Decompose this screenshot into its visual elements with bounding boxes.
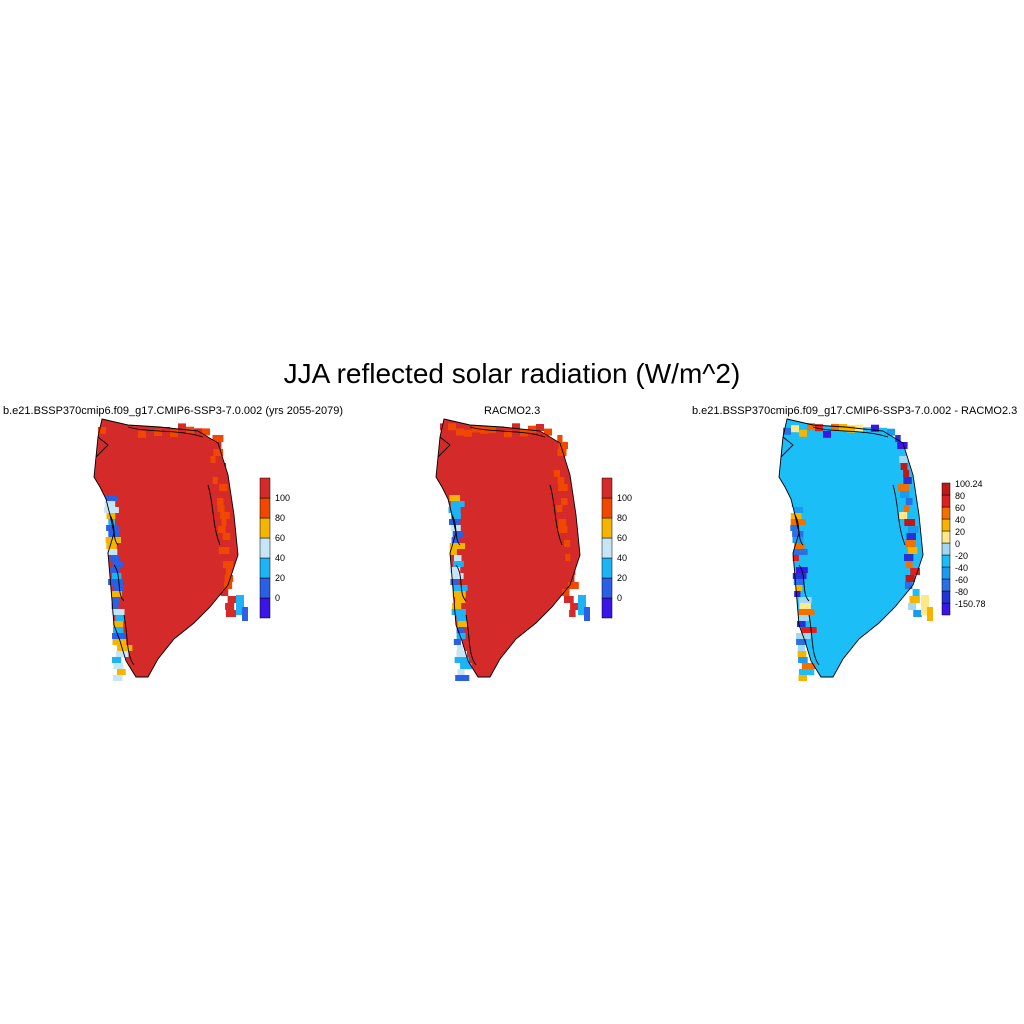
colorbar-tick-label: 100.24 xyxy=(955,479,983,489)
east-island-cells xyxy=(236,595,248,621)
panel-3-title: b.e21.BSSP370cmip6.f09_g17.CMIP6-SSP3-7.… xyxy=(692,405,1018,417)
panel-3-colorbar: 100.24 80 60 40 20 0 -20 -40 -60 -80 -150.78 xyxy=(941,479,986,616)
colorbar-box xyxy=(941,578,951,592)
colorbar-box xyxy=(941,518,951,532)
colorbar-tick-label: 60 xyxy=(275,533,285,543)
colorbar-tick-label: 40 xyxy=(955,515,965,525)
colorbar-tick-label: 60 xyxy=(617,533,627,543)
coastal-margin-cells xyxy=(98,423,237,681)
colorbar-box xyxy=(941,566,951,580)
colorbar-box xyxy=(941,494,951,508)
colorbar-box xyxy=(941,602,951,616)
ice-sheet-field xyxy=(94,419,238,677)
colorbar-box xyxy=(941,506,951,520)
colorbar-tick-label: 20 xyxy=(955,527,965,537)
colorbar-tick-label: 40 xyxy=(275,553,285,563)
coastline xyxy=(93,418,239,678)
colorbar-box xyxy=(259,537,271,559)
colorbar-tick-label: 80 xyxy=(275,513,285,523)
east-island-cells xyxy=(578,595,590,621)
colorbar-box xyxy=(941,590,951,604)
colorbar-tick-label: 0 xyxy=(275,593,280,603)
coastline xyxy=(778,418,924,678)
colorbar-tick-label: -20 xyxy=(955,551,968,561)
colorbar-box xyxy=(601,537,613,559)
panel-2-title: RACMO2.3 xyxy=(484,405,541,417)
coastline xyxy=(435,418,581,678)
colorbar-box xyxy=(259,577,271,599)
colorbar-box xyxy=(941,554,951,568)
colorbar-box xyxy=(259,557,271,579)
coastal-margin-cells xyxy=(440,423,579,681)
panel-3-map xyxy=(778,418,933,681)
colorbar-box xyxy=(941,542,951,556)
colorbar-box xyxy=(941,482,951,496)
colorbar-tick-label: 80 xyxy=(617,513,627,523)
figure-title: JJA reflected solar radiation (W/m^2) xyxy=(283,358,741,389)
colorbar-tick-label: 100 xyxy=(617,493,632,503)
panel-2-map xyxy=(435,418,590,681)
colorbar-box xyxy=(259,497,271,519)
colorbar-tick-label: 80 xyxy=(955,491,965,501)
panel-1-title: b.e21.BSSP370cmip6.f09_g17.CMIP6-SSP3-7.… xyxy=(3,405,343,417)
colorbar-tick-label: 100 xyxy=(275,493,290,503)
colorbar-box xyxy=(601,597,613,619)
colorbar-box xyxy=(259,477,271,499)
panel-2-colorbar: 0 20 40 60 80 100 xyxy=(601,477,632,619)
colorbar-box xyxy=(601,497,613,519)
colorbar-tick-label: 20 xyxy=(617,573,627,583)
colorbar-tick-label: -60 xyxy=(955,575,968,585)
colorbar-box xyxy=(259,597,271,619)
colorbar-box xyxy=(601,477,613,499)
east-island-cells xyxy=(921,595,933,621)
colorbar-tick-label: 0 xyxy=(617,593,622,603)
panel-1-colorbar: 0 20 40 60 80 100 xyxy=(259,477,290,619)
ice-sheet-field xyxy=(436,419,580,677)
panel-1-map xyxy=(93,418,248,681)
colorbar-tick-label: 60 xyxy=(955,503,965,513)
colorbar-tick-label: -150.78 xyxy=(955,599,986,609)
colorbar-box xyxy=(601,517,613,539)
colorbar-tick-label: 0 xyxy=(955,539,960,549)
colorbar-box xyxy=(259,517,271,539)
colorbar-tick-label: -80 xyxy=(955,587,968,597)
ice-sheet-field xyxy=(779,419,923,677)
colorbar-box xyxy=(601,557,613,579)
colorbar-tick-label: 20 xyxy=(275,573,285,583)
colorbar-tick-label: 40 xyxy=(617,553,627,563)
colorbar-box xyxy=(601,577,613,599)
colorbar-tick-label: -40 xyxy=(955,563,968,573)
colorbar-box xyxy=(941,530,951,544)
coastal-margin-cells xyxy=(783,423,922,681)
